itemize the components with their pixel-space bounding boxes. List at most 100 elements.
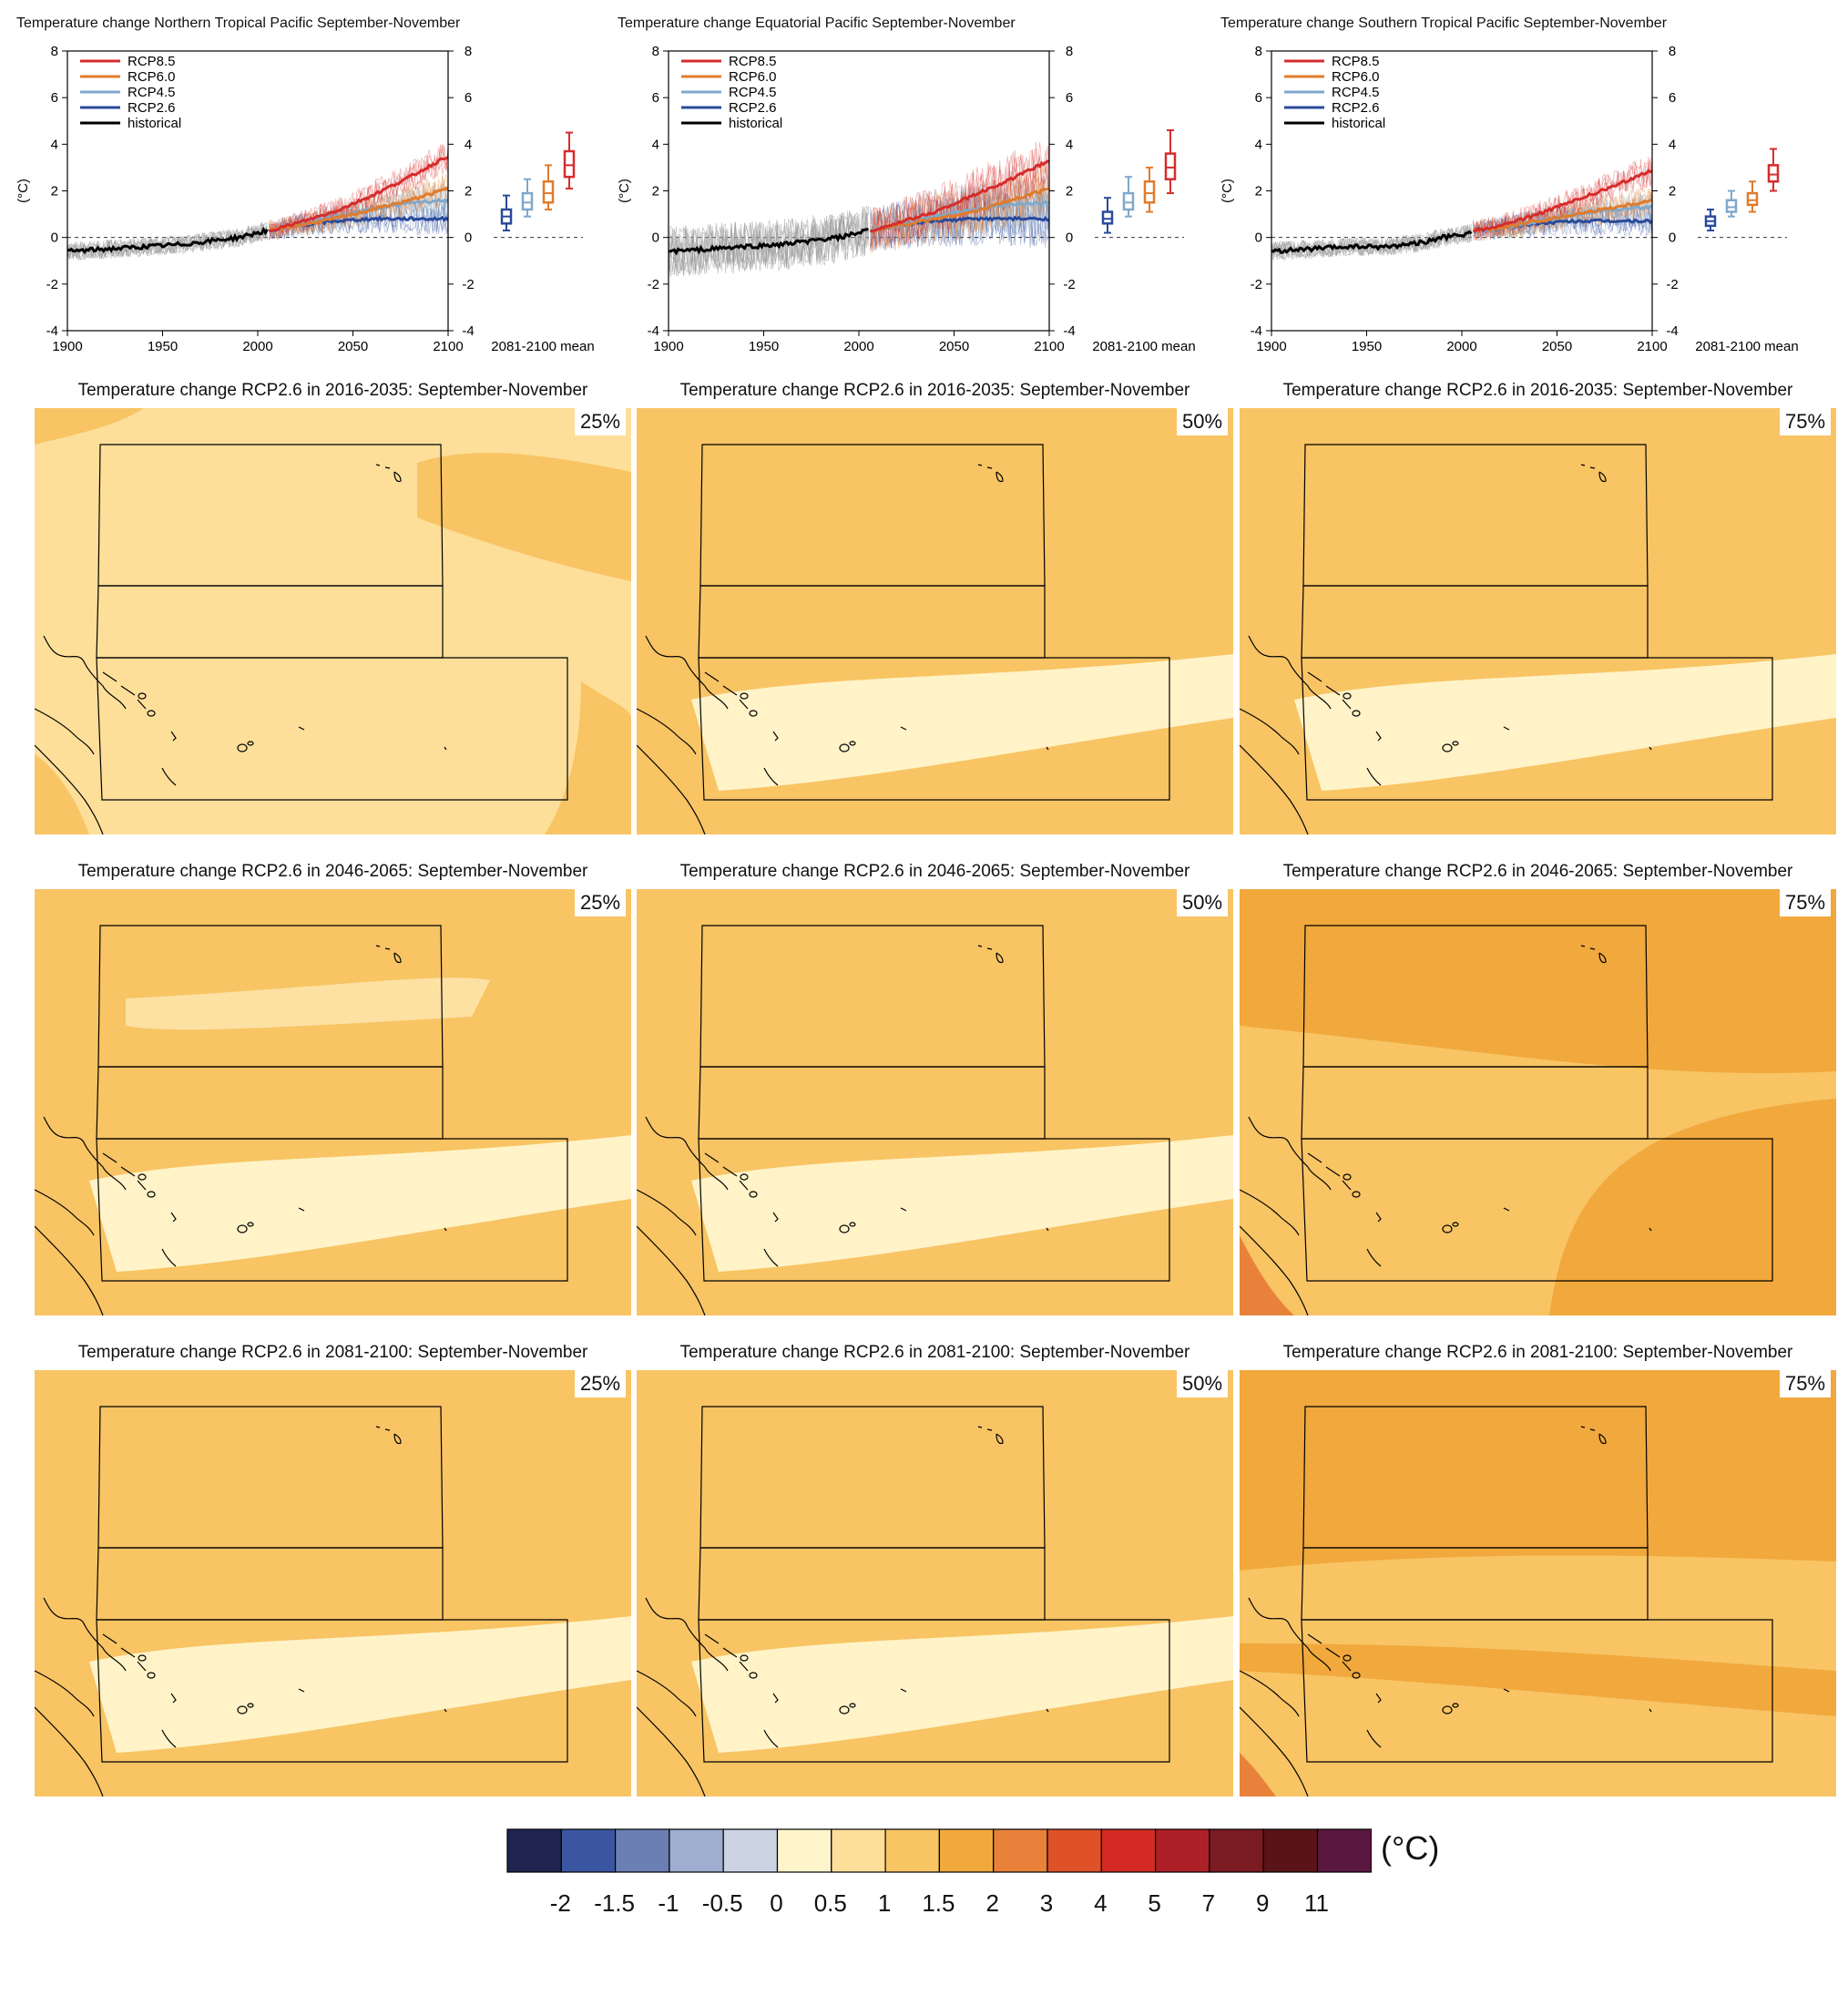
colorbar-tick-label: 7 xyxy=(1201,1889,1216,1917)
percentile-label: 25% xyxy=(575,1370,627,1397)
x-tick-label: 1950 xyxy=(148,339,178,354)
colorbar-swatch xyxy=(1047,1828,1102,1873)
timeseries-title: Temperature change Southern Tropical Pac… xyxy=(1220,15,1668,31)
y-tick-label: -4 xyxy=(648,323,659,339)
temperature-field xyxy=(1240,889,1836,1315)
y-tick-label-right: 0 xyxy=(465,230,472,246)
timeseries-chart: -4 -4 -2 -2 0 0 2 2 4 4 6 6 8 8 1900 1950 2000 2050 2100 (°… xyxy=(1220,44,1799,354)
rcp-model-run xyxy=(1473,161,1652,240)
y-tick-label-right: 0 xyxy=(1066,230,1073,246)
colorbar-tick-label: 0.5 xyxy=(813,1889,847,1917)
region-box-southern xyxy=(96,657,568,801)
colorbar-swatch xyxy=(1100,1828,1157,1873)
colorbar-swatch xyxy=(1154,1828,1210,1873)
colorbar-tick-label: 5 xyxy=(1148,1889,1161,1917)
coastlines xyxy=(637,1426,1049,1796)
x-tick-label: 2100 xyxy=(1034,339,1064,354)
x-tick-label: 1900 xyxy=(1256,339,1286,354)
plot-area xyxy=(67,144,448,261)
legend-label: RCP6.0 xyxy=(729,69,777,85)
y-tick-label: 2 xyxy=(51,184,58,200)
y-tick-label-right: -4 xyxy=(1063,323,1075,339)
rcp-model-run xyxy=(269,202,448,239)
legend-label: historical xyxy=(1332,116,1385,131)
y-tick-label-right: 4 xyxy=(465,137,472,152)
colorbar xyxy=(506,1828,1372,1873)
y-axis-label: (°C) xyxy=(15,179,31,203)
rcp-model-run xyxy=(870,189,1049,251)
y-tick-label: 0 xyxy=(51,230,58,246)
legend-label: historical xyxy=(729,116,782,131)
y-tick-label: 0 xyxy=(652,230,659,246)
y-tick-label-right: 6 xyxy=(465,90,472,106)
colorbar-unit: (°C) xyxy=(1381,1829,1440,1867)
coastlines xyxy=(1240,945,1652,1315)
map-panel xyxy=(35,1370,631,1796)
map-title: Temperature change RCP2.6 in 2081-2100: … xyxy=(679,1343,1190,1362)
region-box-southern xyxy=(698,657,1170,801)
boxplot-rcp6.0 xyxy=(1143,166,1156,213)
y-tick-label-right: 6 xyxy=(1066,90,1073,106)
timeseries-title: Temperature change Northern Tropical Pac… xyxy=(16,15,461,31)
y-tick-label: -2 xyxy=(46,277,58,292)
boxplot-rcp4.5 xyxy=(1725,189,1738,218)
colorbar-tick-label: 9 xyxy=(1255,1889,1270,1917)
y-tick-label: -2 xyxy=(648,277,659,292)
colorbar-swatch xyxy=(669,1828,724,1873)
coastlines xyxy=(35,1426,447,1796)
boxplot-rcp8.5 xyxy=(1767,148,1780,192)
coastlines xyxy=(1240,464,1652,834)
y-tick-label-right: -4 xyxy=(462,323,474,339)
colorbar-swatch xyxy=(1262,1828,1319,1873)
percentile-label: 50% xyxy=(1177,1370,1229,1397)
region-boxes xyxy=(1301,1406,1773,1763)
colorbar-tick-label: 0 xyxy=(770,1889,783,1917)
rcp-model-run xyxy=(870,176,1049,249)
y-tick-label: 8 xyxy=(652,44,659,59)
colorbar-swatch xyxy=(776,1828,832,1873)
x-tick-label: 2000 xyxy=(242,339,272,354)
rcp-model-run xyxy=(269,174,448,238)
y-tick-label: 0 xyxy=(1255,230,1262,246)
colorbar-swatch xyxy=(938,1828,995,1873)
colorbar-tick-label: -1.5 xyxy=(594,1889,635,1917)
region-boxes xyxy=(96,925,568,1282)
colorbar-tick-label: -0.5 xyxy=(701,1889,743,1917)
region-box-southern xyxy=(1301,1138,1773,1282)
coastlines xyxy=(35,945,447,1315)
coastlines xyxy=(1240,1426,1652,1796)
map-title: Temperature change RCP2.6 in 2046-2065: … xyxy=(77,862,588,881)
boxplot-rcp6.0 xyxy=(1746,180,1759,213)
rcp-model-run xyxy=(269,148,448,241)
rcp-model-run xyxy=(870,143,1049,246)
rcp-model-run xyxy=(870,141,1049,250)
colorbar-tick-label: 4 xyxy=(1094,1889,1108,1917)
percentile-label: 75% xyxy=(1780,1370,1832,1397)
y-tick-label: -2 xyxy=(1251,277,1262,292)
colorbar-tick-label: 1.5 xyxy=(922,1889,955,1917)
map-panel xyxy=(35,408,631,834)
x-tick-label: 1900 xyxy=(653,339,683,354)
y-tick-label-right: -4 xyxy=(1666,323,1678,339)
percentile-label: 50% xyxy=(1177,889,1229,916)
series-line-rcp8.5 xyxy=(269,156,448,232)
region-boxes xyxy=(96,1406,568,1763)
region-boxes xyxy=(1301,925,1773,1282)
legend-label: RCP2.6 xyxy=(729,100,777,116)
series-line-historical xyxy=(669,228,869,256)
boxplot-rcp4.5 xyxy=(1122,176,1135,218)
boxplot-rcp6.0 xyxy=(542,164,555,210)
boxplot-rcp8.5 xyxy=(563,131,576,189)
region-box-southern xyxy=(698,1138,1170,1282)
x-tick-label: 2050 xyxy=(338,339,368,354)
legend-label: RCP2.6 xyxy=(1332,100,1380,116)
region-boxes xyxy=(698,444,1170,801)
x-tick-label: 2100 xyxy=(433,339,463,354)
y-tick-label-right: 0 xyxy=(1669,230,1676,246)
region-box-southern xyxy=(1301,1619,1773,1763)
y-tick-label-right: 8 xyxy=(465,44,472,59)
temperature-field xyxy=(89,1616,631,1753)
rcp-model-run xyxy=(1473,183,1652,241)
boxplot-rcp8.5 xyxy=(1164,128,1177,195)
